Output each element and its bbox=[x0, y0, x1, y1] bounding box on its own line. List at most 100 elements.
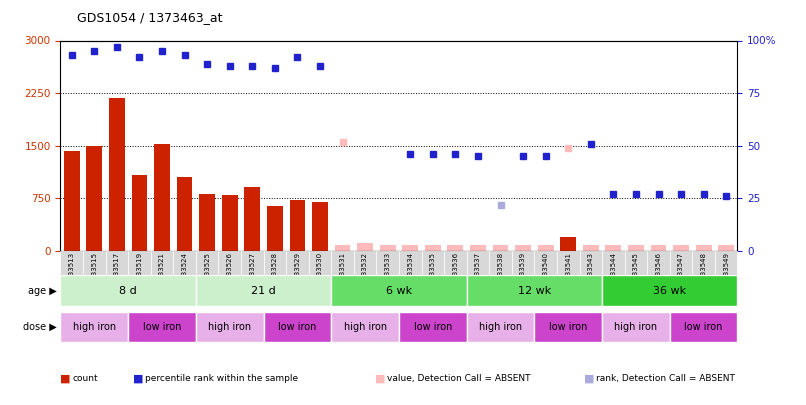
Bar bbox=[109, 98, 125, 251]
Bar bbox=[222, 195, 238, 251]
Bar bbox=[244, 187, 260, 251]
Text: high iron: high iron bbox=[479, 322, 522, 332]
Bar bbox=[151, 251, 173, 275]
Bar bbox=[650, 245, 667, 251]
Text: count: count bbox=[73, 374, 98, 383]
Bar bbox=[447, 245, 463, 251]
Bar bbox=[560, 237, 576, 251]
Bar bbox=[425, 245, 441, 251]
Bar bbox=[312, 202, 328, 251]
Text: GSM33540: GSM33540 bbox=[542, 252, 549, 290]
Bar bbox=[331, 251, 354, 275]
Bar bbox=[64, 151, 80, 251]
Bar bbox=[83, 251, 106, 275]
Text: GSM33533: GSM33533 bbox=[384, 252, 391, 290]
Text: GSM33545: GSM33545 bbox=[633, 252, 639, 290]
Bar bbox=[354, 251, 376, 275]
Text: dose ▶: dose ▶ bbox=[23, 322, 56, 332]
Text: GSM33547: GSM33547 bbox=[678, 252, 684, 290]
Bar bbox=[557, 251, 580, 275]
Bar bbox=[602, 312, 670, 342]
Bar bbox=[489, 251, 512, 275]
Text: low iron: low iron bbox=[413, 322, 452, 332]
Bar bbox=[331, 275, 467, 306]
Bar bbox=[264, 251, 286, 275]
Text: 21 d: 21 d bbox=[251, 286, 276, 296]
Text: GSM33546: GSM33546 bbox=[655, 252, 662, 290]
Text: ■: ■ bbox=[375, 374, 385, 384]
Bar bbox=[515, 245, 531, 251]
Text: percentile rank within the sample: percentile rank within the sample bbox=[145, 374, 298, 383]
Bar bbox=[512, 251, 534, 275]
Text: GSM33531: GSM33531 bbox=[339, 252, 346, 290]
Text: low iron: low iron bbox=[684, 322, 723, 332]
Bar bbox=[334, 245, 351, 251]
Text: GSM33534: GSM33534 bbox=[407, 252, 413, 290]
Text: GSM33541: GSM33541 bbox=[565, 252, 571, 290]
Text: ■: ■ bbox=[60, 374, 71, 384]
Text: GSM33538: GSM33538 bbox=[497, 252, 504, 290]
Bar bbox=[264, 312, 331, 342]
Bar bbox=[670, 312, 737, 342]
Bar bbox=[131, 175, 147, 251]
Bar bbox=[357, 243, 373, 251]
Bar bbox=[177, 177, 193, 251]
Bar bbox=[331, 312, 399, 342]
Text: GSM33539: GSM33539 bbox=[520, 252, 526, 290]
Text: GSM33535: GSM33535 bbox=[430, 252, 436, 290]
Bar bbox=[625, 251, 647, 275]
Text: high iron: high iron bbox=[343, 322, 387, 332]
Bar bbox=[60, 251, 83, 275]
Bar bbox=[628, 245, 644, 251]
Text: low iron: low iron bbox=[278, 322, 317, 332]
Text: GSM33521: GSM33521 bbox=[159, 252, 165, 290]
Text: low iron: low iron bbox=[549, 322, 588, 332]
Bar bbox=[196, 251, 218, 275]
Text: GSM33515: GSM33515 bbox=[91, 252, 98, 290]
Bar bbox=[534, 312, 602, 342]
Bar bbox=[286, 251, 309, 275]
Bar bbox=[467, 312, 534, 342]
Text: high iron: high iron bbox=[73, 322, 116, 332]
Bar bbox=[196, 312, 264, 342]
Bar bbox=[467, 251, 489, 275]
Bar bbox=[173, 251, 196, 275]
Bar bbox=[218, 251, 241, 275]
Bar bbox=[309, 251, 331, 275]
Text: 36 wk: 36 wk bbox=[653, 286, 687, 296]
Bar bbox=[696, 245, 712, 251]
Text: 12 wk: 12 wk bbox=[517, 286, 551, 296]
Bar bbox=[647, 251, 670, 275]
Text: GSM33527: GSM33527 bbox=[249, 252, 256, 290]
Bar bbox=[670, 251, 692, 275]
Bar bbox=[602, 275, 737, 306]
Bar bbox=[380, 245, 396, 251]
Bar bbox=[715, 251, 737, 275]
Text: rank, Detection Call = ABSENT: rank, Detection Call = ABSENT bbox=[596, 374, 735, 383]
Bar bbox=[289, 200, 305, 251]
Text: 8 d: 8 d bbox=[119, 286, 137, 296]
Text: high iron: high iron bbox=[208, 322, 251, 332]
Bar bbox=[376, 251, 399, 275]
Text: GSM33544: GSM33544 bbox=[610, 252, 617, 290]
Text: GSM33526: GSM33526 bbox=[226, 252, 233, 290]
Bar bbox=[402, 245, 418, 251]
Text: GSM33530: GSM33530 bbox=[317, 252, 323, 290]
Text: GSM33513: GSM33513 bbox=[69, 252, 75, 290]
Text: GSM33525: GSM33525 bbox=[204, 252, 210, 290]
Bar bbox=[196, 275, 331, 306]
Bar bbox=[60, 275, 196, 306]
Bar bbox=[399, 251, 422, 275]
Bar bbox=[538, 245, 554, 251]
Bar bbox=[605, 245, 621, 251]
Text: GSM33543: GSM33543 bbox=[588, 252, 594, 290]
Text: GSM33548: GSM33548 bbox=[700, 252, 707, 290]
Bar bbox=[399, 312, 467, 342]
Bar bbox=[60, 312, 128, 342]
Bar bbox=[128, 251, 151, 275]
Text: GDS1054 / 1373463_at: GDS1054 / 1373463_at bbox=[77, 11, 222, 24]
Bar bbox=[86, 146, 102, 251]
Text: GSM33519: GSM33519 bbox=[136, 252, 143, 290]
Bar bbox=[128, 312, 196, 342]
Text: 6 wk: 6 wk bbox=[386, 286, 412, 296]
